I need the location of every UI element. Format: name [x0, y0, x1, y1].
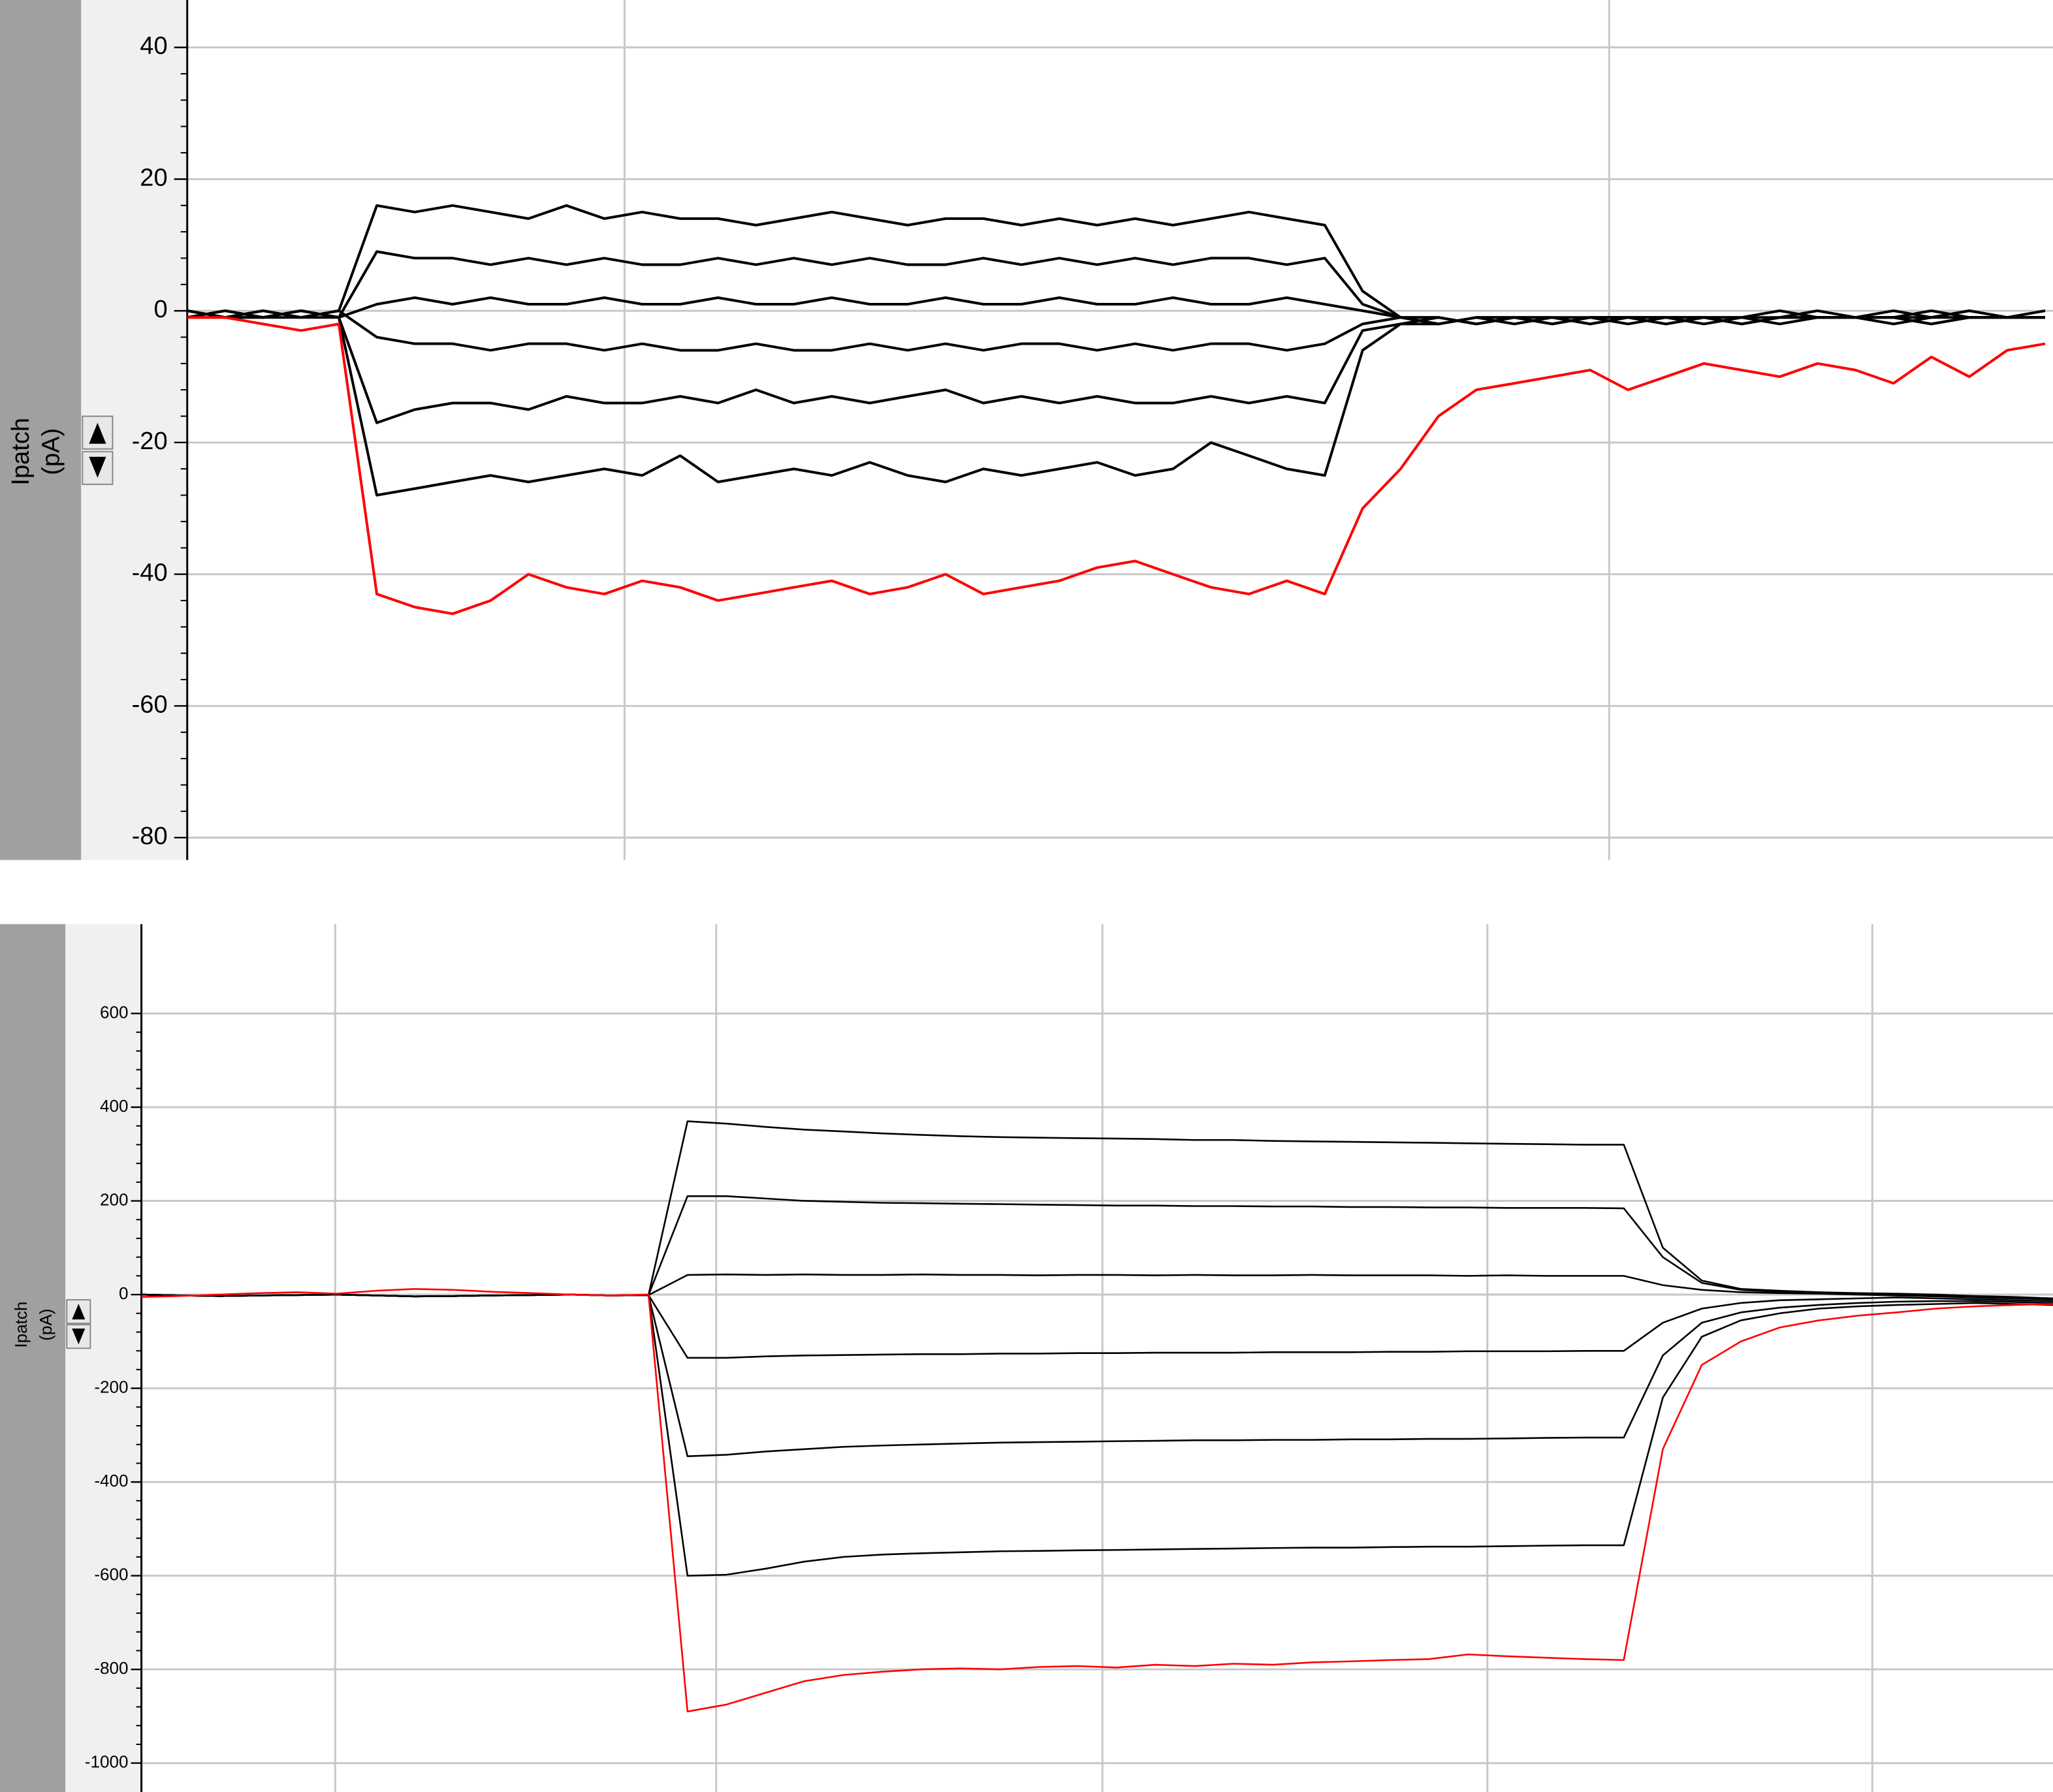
y-tick-label: -400: [94, 1471, 128, 1490]
arrow-down: [89, 456, 106, 478]
y-axis-unit: (pA): [37, 428, 65, 475]
side-bar: [0, 924, 66, 1792]
y-axis-title: Ipatch: [7, 418, 35, 486]
y-tick-label: -60: [132, 691, 168, 718]
trace: [187, 316, 2046, 616]
arrow-up: [72, 1304, 86, 1320]
y-tick-label: -40: [132, 559, 168, 587]
y-tick-label: -20: [132, 428, 168, 455]
y-tick-label: -80: [132, 823, 168, 850]
y-axis-unit: (pA): [36, 1309, 56, 1341]
y-tick-label: 40: [140, 33, 167, 60]
axis-panel: [65, 924, 142, 1792]
side-bar: [0, 0, 82, 860]
y-tick-label: 200: [100, 1189, 128, 1209]
y-tick-label: 0: [153, 296, 167, 323]
arrow-up: [89, 422, 106, 444]
traces: [187, 204, 2046, 616]
plot-area: [141, 924, 2053, 1792]
trace: [187, 309, 2045, 352]
y-tick-label: 20: [140, 164, 167, 191]
y-axis-title: Ipatch: [11, 1302, 31, 1348]
y-tick-label: 0: [119, 1283, 129, 1303]
spinner[interactable]: [66, 1299, 91, 1349]
chart: 40 20 0 -20 -40 -60 -80: [132, 0, 2053, 860]
y-tick-label: -800: [94, 1658, 128, 1678]
y-tick-label: 400: [100, 1096, 128, 1116]
trace: [141, 1288, 2053, 1712]
y-tick-label: 600: [100, 1002, 128, 1022]
traces: [141, 1120, 2053, 1712]
y-tick-label: -600: [94, 1565, 128, 1584]
spinner[interactable]: [82, 415, 114, 485]
arrow-down: [72, 1328, 86, 1345]
trace: [187, 309, 2045, 497]
chart: 600 400 200 0 -200 -400 -600 -800 -1000: [85, 924, 2053, 1792]
plot-area: [187, 0, 2053, 860]
y-tick-label: -200: [94, 1377, 128, 1396]
trace: [141, 1293, 2053, 1577]
y-tick-label: -1000: [85, 1752, 129, 1772]
